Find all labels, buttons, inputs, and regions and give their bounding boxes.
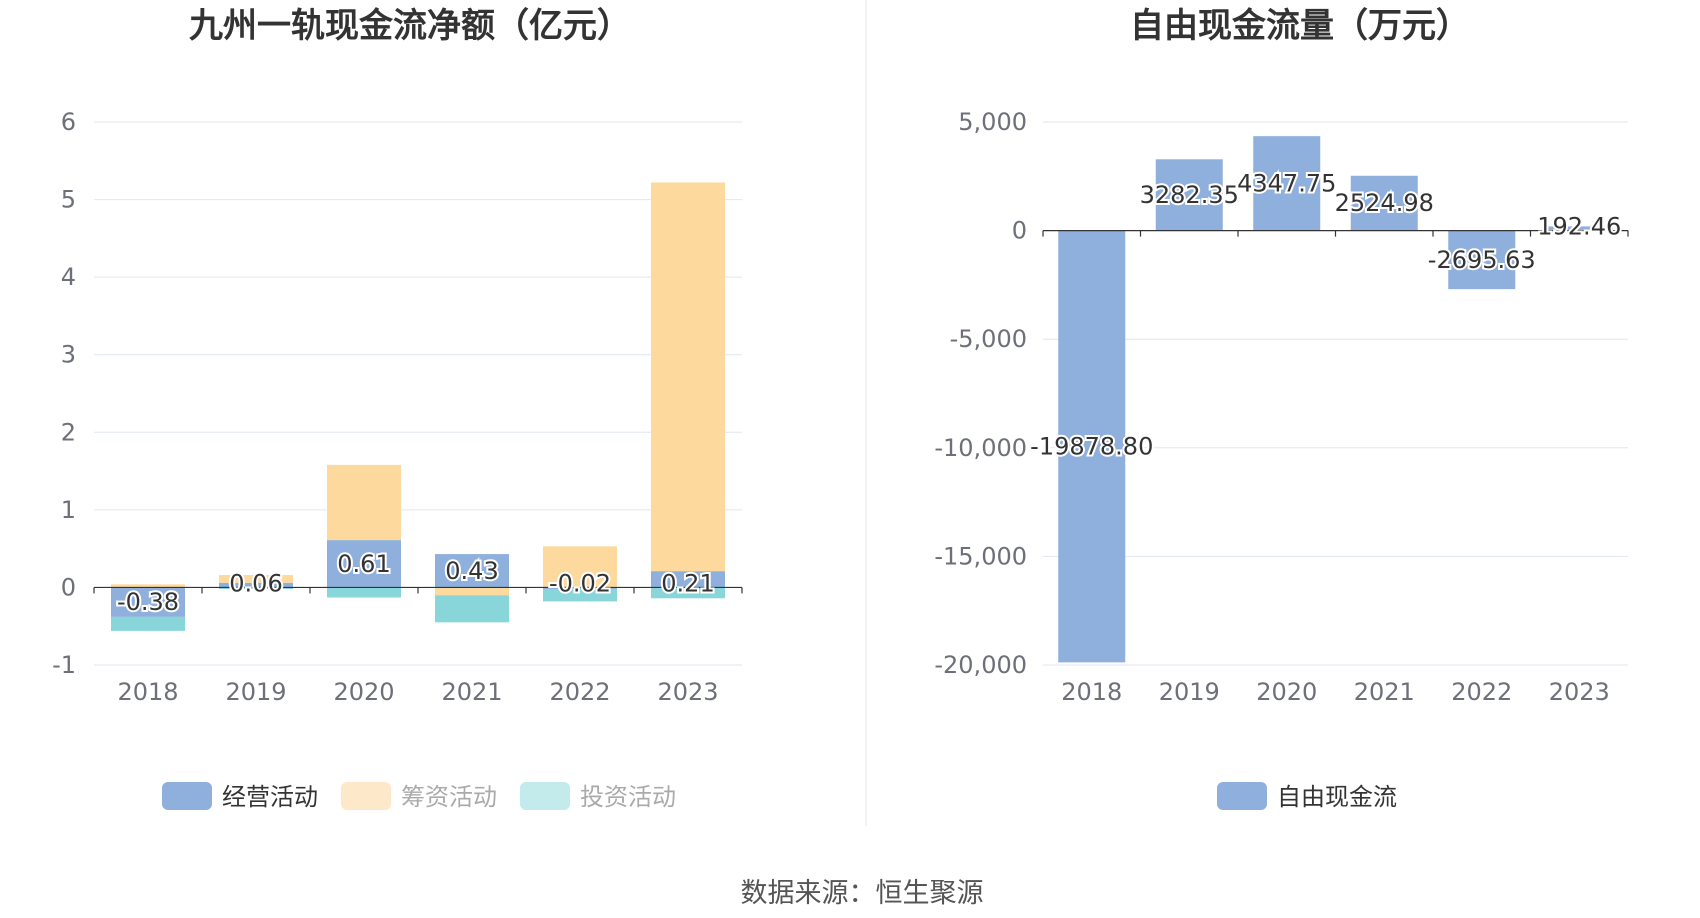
chart1-legend-label: 投资活动 xyxy=(580,783,676,811)
chart1-data-label: 0.43 xyxy=(445,557,498,585)
chart1-x-tick-label: 2020 xyxy=(333,678,394,706)
chart1-bar-1-2 xyxy=(327,464,401,541)
chart2-data-label: -19878.80 xyxy=(1030,432,1153,460)
chart2-bar-0-1 xyxy=(1155,159,1223,231)
chart1-y-axis: 6 5 4 3 2 1 0 -1 xyxy=(52,108,76,679)
chart1-y-tick-label: 6 xyxy=(61,108,76,136)
chart1-legend-swatch xyxy=(341,782,391,810)
chart2-bars xyxy=(1058,136,1613,663)
chart2-legend-swatch xyxy=(1217,782,1267,810)
chart1-bar-2-1 xyxy=(219,587,293,589)
chart2-y-tick-label: 5,000 xyxy=(958,108,1027,136)
chart1-bar-1-1 xyxy=(219,575,293,583)
chart1-y-tick-label: 4 xyxy=(61,263,76,291)
chart1-bar-1-5 xyxy=(651,182,725,572)
data-source: 数据来源：恒生聚源 xyxy=(741,878,984,909)
chart1-legend-swatch xyxy=(520,782,570,810)
chart1-bar-2-3 xyxy=(435,595,509,623)
chart2-y-tick-label: -10,000 xyxy=(934,434,1027,462)
chart1-x-tick-label: 2018 xyxy=(117,678,178,706)
chart2-bar-0-4 xyxy=(1448,230,1516,290)
chart1-y-tick-label: 3 xyxy=(61,341,76,369)
chart1-bar-0-4 xyxy=(543,587,617,589)
chart2-y-tick-label: -5,000 xyxy=(950,325,1027,353)
chart2-data-label: 192.46 xyxy=(1537,213,1621,241)
chart1-y-tick-label: 2 xyxy=(61,418,76,446)
chart1-bars xyxy=(111,182,725,631)
chart1-legend-swatch xyxy=(162,782,212,810)
chart2-x-tick-label: 2019 xyxy=(1159,678,1220,706)
chart1-bar-1-4 xyxy=(543,546,617,588)
chart2-x-tick-label: 2021 xyxy=(1354,678,1415,706)
chart1-bar-2-4 xyxy=(543,588,617,602)
chart1-x-tick-label: 2019 xyxy=(225,678,286,706)
chart1-data-label: 0.21 xyxy=(661,569,714,597)
chart2-legend: 自由现金流 xyxy=(1217,782,1397,811)
chart2-y-tick-label: 0 xyxy=(1012,217,1027,245)
chart1-x-tick-label: 2023 xyxy=(657,678,718,706)
chart2-data-label: 2524.98 xyxy=(1335,189,1434,217)
chart1-data-label: 0.06 xyxy=(229,569,282,597)
chart2-x-tick-label: 2020 xyxy=(1256,678,1317,706)
chart1-bar-1-3 xyxy=(435,587,509,596)
chart1-y-tick-label: 0 xyxy=(61,573,76,601)
chart1-x-tick-label: 2022 xyxy=(549,678,610,706)
chart2-bar-0-3 xyxy=(1350,175,1418,231)
chart1-bar-2-2 xyxy=(327,587,401,598)
chart1-bar-1-0 xyxy=(111,584,185,588)
chart2-legend-label: 自由现金流 xyxy=(1277,783,1397,811)
chart1-y-tick-label: 1 xyxy=(61,496,76,524)
chart2-data-label: -2695.63 xyxy=(1428,246,1536,274)
chart1-bar-2-5 xyxy=(651,587,725,599)
chart1-data-label: -0.02 xyxy=(549,569,611,597)
chart1-legend-label: 经营活动 xyxy=(222,783,318,811)
chart1-bar-0-1 xyxy=(219,582,293,588)
chart1-y-tick-label: -1 xyxy=(52,651,76,679)
chart2-bar-0-2 xyxy=(1253,136,1321,231)
free-cash-flow-chart: 自由现金流量（万元） 5,000 0 -5,000 -10,000 -15,000 -20… xyxy=(934,6,1629,811)
chart1-bar-0-5 xyxy=(651,571,725,588)
chart2-grid xyxy=(1043,121,1628,666)
chart2-title: 自由现金流量（万元） xyxy=(1130,6,1470,46)
chart2-x-tick-label: 2022 xyxy=(1451,678,1512,706)
chart1-y-tick-label: 5 xyxy=(61,186,76,214)
chart1-bar-0-2 xyxy=(327,540,401,588)
chart1-legend-label: 筹资活动 xyxy=(401,783,497,811)
chart1-grid xyxy=(94,121,742,666)
chart1-bar-0-0 xyxy=(111,587,185,617)
chart2-data-label: 4347.75 xyxy=(1237,169,1336,197)
chart1-bar-2-0 xyxy=(111,616,185,631)
chart1-x-tick-label: 2021 xyxy=(441,678,502,706)
chart2-y-axis: 5,000 0 -5,000 -10,000 -15,000 -20,000 xyxy=(934,108,1027,679)
chart2-data-label: 3282.35 xyxy=(1140,181,1239,209)
chart1-data-labels: -0.38 0.06 0.61 0.43 -0.02 0.21 xyxy=(115,548,717,618)
chart1-title: 九州一轨现金流净额（亿元） xyxy=(189,6,631,46)
chart2-y-tick-label: -15,000 xyxy=(934,542,1027,570)
chart2-x-tick-label: 2018 xyxy=(1061,678,1122,706)
chart1-bar-0-3 xyxy=(435,554,509,588)
chart2-y-tick-label: -20,000 xyxy=(934,651,1027,679)
cash-flow-chart: 九州一轨现金流净额（亿元） 6 5 4 3 2 1 0 -1 2018 2019 2020 2021… xyxy=(52,6,743,811)
chart2-bar-0-5 xyxy=(1545,226,1613,231)
chart1-data-label: 0.61 xyxy=(337,550,390,578)
chart2-bar-0-0 xyxy=(1058,230,1126,663)
chart2-x-tick-label: 2023 xyxy=(1549,678,1610,706)
chart1-data-label: -0.38 xyxy=(117,588,179,616)
chart1-legend: 经营活动 筹资活动 投资活动 xyxy=(162,782,676,811)
chart2-x-axis: 2018 2019 2020 2021 2022 2023 xyxy=(1042,230,1629,706)
chart1-x-axis: 2018 2019 2020 2021 2022 2023 xyxy=(93,586,743,706)
